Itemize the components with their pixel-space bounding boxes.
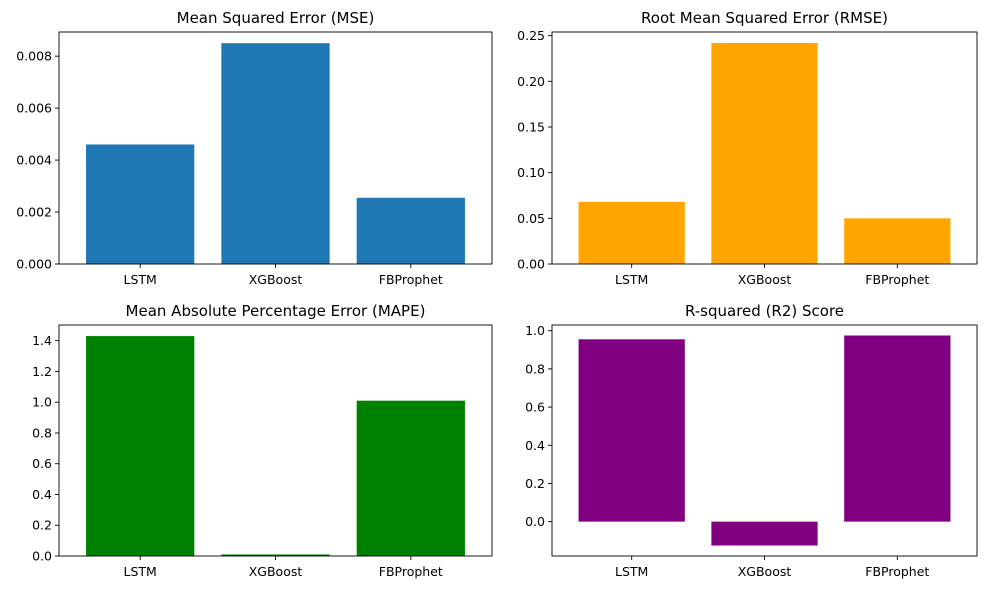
chart-title: Mean Absolute Percentage Error (MAPE) (126, 302, 426, 320)
x-tick-label: XGBoost (738, 272, 792, 287)
bar-xgboost (221, 43, 330, 265)
x-tick-label: XGBoost (738, 564, 792, 579)
y-tick-label: 0.0 (32, 549, 52, 564)
bar-xgboost (221, 554, 330, 556)
y-tick-label: 0.000 (16, 257, 52, 272)
x-tick-label: LSTM (615, 272, 648, 287)
chart-panel-2: 0.00 0.05 0.10 0.15 0.20 0.25 LSTM XGBoost FBPro… (517, 9, 978, 287)
chart-panel-1: 0.000 0.002 0.004 0.006 0.008 LSTM XGBoost FBPr… (16, 9, 493, 287)
y-tick-label: 0.0 (525, 514, 545, 529)
bar-lstm (86, 144, 195, 264)
y-tick-label: 0.2 (525, 476, 545, 491)
x-tick-label: FBProphet (379, 272, 443, 287)
y-tick-label: 1.2 (32, 364, 52, 379)
bar-lstm (86, 336, 195, 556)
y-tick-label: 0.006 (16, 101, 52, 116)
y-tick-label: 1.0 (32, 395, 52, 410)
chart-title: Root Mean Squared Error (RMSE) (641, 9, 888, 27)
x-tick-label: LSTM (124, 564, 157, 579)
y-tick-label: 0.8 (32, 425, 52, 440)
bar-fbprophet (844, 335, 951, 522)
chart-title: R-squared (R2) Score (685, 302, 844, 320)
x-tick-label: FBProphet (865, 272, 929, 287)
y-tick-label: 0.15 (517, 119, 545, 134)
bar-lstm (578, 201, 685, 264)
x-tick-label: LSTM (124, 272, 157, 287)
y-tick-label: 0.20 (517, 74, 545, 89)
y-tick-label: 0.6 (32, 456, 52, 471)
y-tick-label: 0.002 (16, 205, 52, 220)
bar-xgboost (711, 42, 818, 264)
bar-lstm (578, 339, 685, 522)
y-tick-label: 0.008 (16, 49, 52, 64)
y-tick-label: 1.0 (525, 323, 545, 338)
x-tick-label: FBProphet (865, 564, 929, 579)
bar-fbprophet (844, 218, 951, 264)
y-tick-label: 0.6 (525, 400, 545, 415)
bar-fbprophet (356, 400, 465, 556)
bar-xgboost (711, 521, 818, 546)
chart-panel-3: 0.0 0.2 0.4 0.6 0.8 1.0 1.2 1.4 LSTM XGBoost FBPro… (32, 302, 493, 579)
chart-title: Mean Squared Error (MSE) (177, 9, 375, 27)
x-tick-label: LSTM (615, 564, 648, 579)
bar-fbprophet (356, 197, 465, 264)
chart-panel-4: 0.0 0.2 0.4 0.6 0.8 1.0 LSTM XGBoost FBProphet R-… (525, 302, 978, 579)
x-tick-label: FBProphet (379, 564, 443, 579)
y-tick-label: 0.10 (517, 165, 545, 180)
y-tick-label: 0.2 (32, 518, 52, 533)
y-tick-label: 1.4 (32, 333, 52, 348)
y-tick-label: 0.8 (525, 361, 545, 376)
y-tick-label: 0.4 (32, 487, 52, 502)
x-tick-label: XGBoost (249, 564, 303, 579)
x-tick-label: XGBoost (249, 272, 303, 287)
y-tick-label: 0.004 (16, 153, 52, 168)
y-tick-label: 0.05 (517, 211, 545, 226)
y-tick-label: 0.4 (525, 438, 545, 453)
y-tick-label: 0.00 (517, 257, 545, 272)
y-tick-label: 0.25 (517, 28, 545, 43)
